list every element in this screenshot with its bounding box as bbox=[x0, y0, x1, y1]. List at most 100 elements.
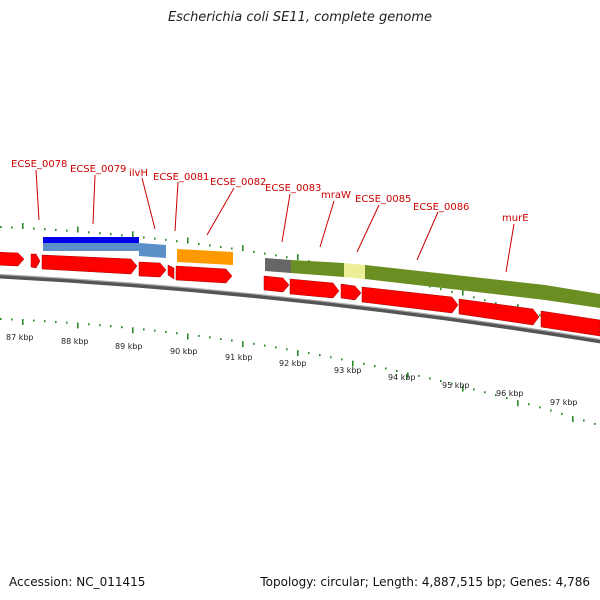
cds-arrow[interactable] bbox=[167, 264, 175, 280]
cds-arrow[interactable] bbox=[289, 278, 340, 299]
minor-tick bbox=[385, 367, 387, 370]
minor-tick bbox=[165, 330, 167, 333]
cds-arrow[interactable] bbox=[458, 298, 540, 326]
minor-tick bbox=[44, 320, 46, 323]
minor-tick bbox=[495, 394, 497, 397]
gene-label[interactable]: ECSE_0085 bbox=[355, 194, 411, 205]
minor-tick bbox=[143, 328, 145, 331]
kbp-label: 94 kbp bbox=[388, 373, 416, 382]
feature-block-olive-3[interactable] bbox=[545, 285, 600, 308]
gene-label[interactable]: ECSE_0078 bbox=[11, 159, 67, 170]
feature-block-steel[interactable] bbox=[43, 243, 139, 251]
major-tick bbox=[242, 245, 244, 252]
gene-label-leaders bbox=[35, 169, 515, 273]
gene-label[interactable]: ECSE_0086 bbox=[413, 202, 469, 213]
genome-backbone bbox=[0, 274, 600, 344]
major-tick bbox=[572, 416, 574, 423]
feature-block-olive-1[interactable] bbox=[291, 260, 344, 277]
feature-block-olive-2[interactable] bbox=[365, 265, 545, 300]
cds-arrow[interactable] bbox=[361, 286, 459, 314]
minor-tick bbox=[154, 237, 156, 240]
gene-label[interactable]: ECSE_0082 bbox=[210, 177, 266, 188]
major-tick bbox=[297, 350, 299, 357]
minor-tick bbox=[506, 397, 508, 400]
minor-tick bbox=[99, 324, 101, 327]
leader-line bbox=[141, 177, 156, 230]
gene-label[interactable]: murE bbox=[502, 213, 529, 224]
leader-line bbox=[505, 223, 515, 273]
cds-arrow[interactable] bbox=[0, 251, 25, 267]
minor-tick bbox=[319, 354, 321, 357]
leader-line bbox=[92, 174, 96, 225]
minor-tick bbox=[275, 346, 277, 349]
cds-arrow[interactable] bbox=[30, 253, 41, 269]
minor-tick bbox=[231, 247, 233, 250]
leader-line bbox=[416, 211, 439, 261]
minor-tick bbox=[198, 242, 200, 245]
cds-arrow[interactable] bbox=[340, 283, 362, 301]
feature-block-gray[interactable] bbox=[265, 258, 291, 273]
minor-tick bbox=[594, 422, 596, 425]
minor-tick bbox=[341, 358, 343, 361]
minor-tick bbox=[418, 374, 420, 377]
cds-arrow[interactable] bbox=[41, 254, 138, 275]
feature-block-steel-right[interactable] bbox=[139, 243, 166, 258]
minor-tick bbox=[44, 228, 46, 231]
gene-label[interactable]: ECSE_0079 bbox=[70, 164, 126, 175]
kbp-label: 91 kbp bbox=[225, 353, 253, 362]
minor-tick bbox=[209, 336, 211, 339]
minor-tick bbox=[308, 352, 310, 355]
minor-tick bbox=[495, 302, 497, 305]
kbp-label: 89 kbp bbox=[115, 342, 143, 351]
minor-tick bbox=[110, 233, 112, 236]
minor-tick bbox=[0, 318, 2, 320]
minor-tick bbox=[176, 240, 178, 243]
major-tick bbox=[187, 333, 189, 340]
cds-arrow[interactable] bbox=[175, 265, 233, 284]
leader-line bbox=[356, 204, 380, 253]
minor-tick bbox=[275, 254, 277, 257]
minor-tick bbox=[561, 412, 563, 415]
gene-label[interactable]: ilvH bbox=[129, 168, 148, 179]
leader-line bbox=[174, 181, 179, 232]
major-tick bbox=[462, 385, 464, 392]
minor-tick bbox=[198, 334, 200, 337]
kbp-label: 90 kbp bbox=[170, 347, 198, 356]
upper-feature-track bbox=[43, 237, 600, 308]
minor-tick bbox=[55, 320, 57, 323]
cds-arrow[interactable] bbox=[263, 275, 290, 293]
feature-block-blue[interactable] bbox=[43, 237, 139, 243]
minor-tick bbox=[66, 321, 68, 324]
gene-label[interactable]: mraW bbox=[321, 190, 351, 201]
genome-summary-text: Topology: circular; Length: 4,887,515 bp… bbox=[260, 575, 590, 589]
kbp-label: 87 kbp bbox=[6, 333, 34, 342]
minor-tick bbox=[121, 234, 123, 237]
minor-tick bbox=[539, 406, 541, 409]
accession-text: Accession: NC_011415 bbox=[9, 575, 146, 589]
minor-tick bbox=[176, 332, 178, 335]
major-tick bbox=[517, 400, 519, 407]
kbp-label: 96 kbp bbox=[496, 389, 524, 398]
gene-label[interactable]: ECSE_0081 bbox=[153, 172, 209, 183]
minor-tick bbox=[154, 329, 156, 332]
kbp-label: 88 kbp bbox=[61, 337, 89, 346]
minor-tick bbox=[11, 226, 13, 229]
gene-label[interactable]: ECSE_0083 bbox=[265, 183, 321, 194]
kbp-scale-labels: 87 kbp 88 kbp 89 kbp 90 kbp 91 kbp 92 kb… bbox=[6, 333, 578, 407]
major-tick bbox=[352, 360, 354, 367]
genome-backbone-highlight bbox=[0, 273, 600, 340]
gene-labels: ECSE_0078 ECSE_0079 ilvH ECSE_0081 ECSE_… bbox=[11, 159, 529, 224]
lower-tick-ruler bbox=[0, 318, 596, 425]
cds-arrow[interactable] bbox=[138, 261, 167, 278]
minor-tick bbox=[55, 228, 57, 231]
feature-block-orange[interactable] bbox=[177, 249, 233, 265]
minor-tick bbox=[451, 382, 453, 385]
cds-arrow[interactable] bbox=[540, 310, 600, 337]
leader-line bbox=[206, 187, 235, 236]
leader-line bbox=[319, 200, 335, 248]
minor-tick bbox=[550, 409, 552, 412]
feature-block-pale-yellow[interactable] bbox=[344, 263, 365, 279]
minor-tick bbox=[0, 226, 2, 228]
major-tick bbox=[132, 327, 134, 334]
